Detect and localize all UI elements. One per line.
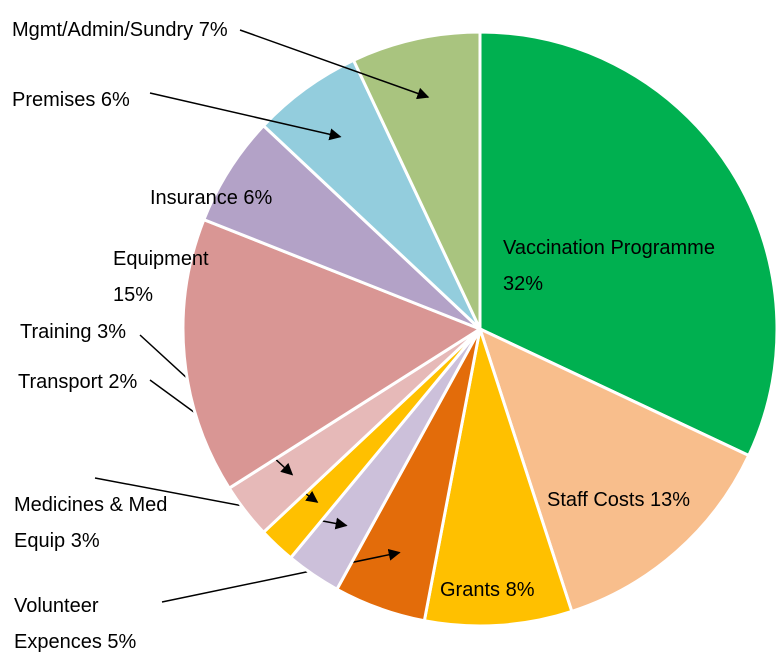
value-label: 15% [113, 284, 154, 306]
value-label: 6% [100, 89, 130, 111]
slice-label: Premises 6% [12, 82, 172, 118]
slice-label: Mgmt/Admin/Sundry 7% [12, 12, 322, 48]
category-label: Volunteer Expences [14, 595, 102, 653]
category-label: Premises [12, 89, 96, 111]
label-arrow [239, 29, 430, 100]
pie-slice [351, 30, 482, 330]
slice-label: Training 3% [20, 314, 160, 350]
slice-label: Transport 2% [18, 364, 138, 400]
category-label: Transport [18, 371, 103, 393]
value-label: 3% [70, 530, 100, 552]
slice-label: Equipment 15% [113, 241, 248, 313]
category-label: Medicines & Med Equip [14, 494, 168, 552]
slice-label: Insurance 6% [150, 180, 320, 216]
category-label: Equipment [113, 248, 209, 270]
category-label: Vaccination Programme [503, 237, 715, 259]
label-arrow [149, 92, 342, 141]
slice-label: Medicines & Med Equip 3% [14, 487, 199, 559]
value-label: 6% [243, 187, 273, 209]
value-label: 2% [108, 371, 138, 393]
value-label: 3% [97, 321, 126, 343]
value-label: 5% [107, 631, 137, 653]
category-label: Insurance [150, 187, 238, 209]
slice-label: Volunteer Expences 5% [14, 588, 164, 660]
pie-slice [477, 326, 751, 614]
category-label: Mgmt/Admin/Sundry [12, 19, 194, 41]
value-label: 8% [505, 579, 535, 601]
slice-label: Staff Costs 13% [547, 482, 737, 518]
category-label: Staff Costs [547, 489, 645, 511]
value-label: 13% [650, 489, 691, 511]
slice-label: Vaccination Programme 32% [503, 230, 718, 302]
label-arrow [161, 548, 401, 603]
value-label: 32% [503, 273, 544, 295]
pie-slice [478, 30, 779, 458]
slice-label: Grants 8% [440, 572, 580, 608]
category-label: Training [20, 321, 92, 343]
pie-slice [422, 328, 574, 628]
value-label: 7% [198, 19, 228, 41]
pie-slice [181, 217, 484, 491]
category-label: Grants [440, 579, 501, 601]
